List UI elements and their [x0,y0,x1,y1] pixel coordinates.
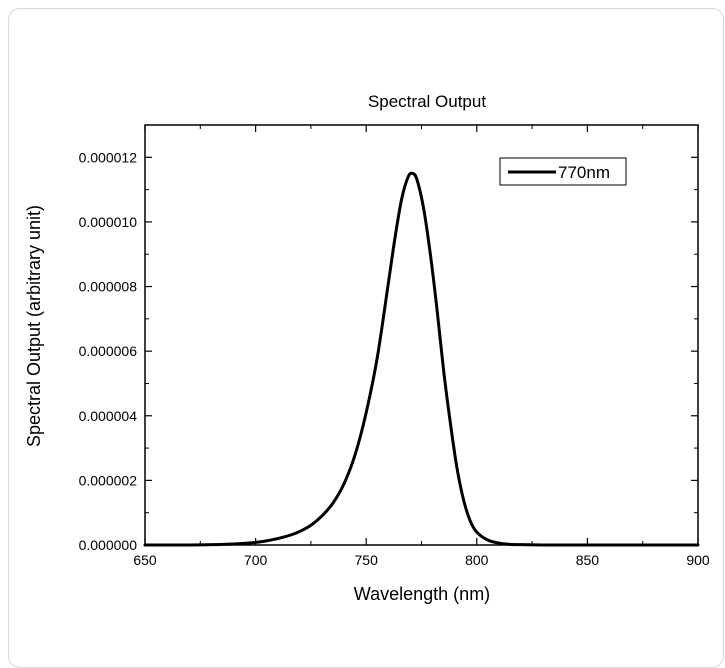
spectral-output-chart: Spectral Output 650 700 750 800 850 900 0.000… [24,92,710,604]
x-axis-label: Wavelength (nm) [354,584,490,604]
y-tick-label: 0.000012 [79,149,138,165]
y-tick-label: 0.000010 [79,214,138,230]
y-tick-label: 0.000000 [79,537,138,553]
y-tick-label: 0.000004 [79,408,138,424]
x-axis: 650 700 750 800 850 900 [133,125,710,568]
y-axis-label: Spectral Output (arbitrary unit) [24,205,44,447]
x-tick-label: 650 [133,552,157,568]
series-line-770nm [143,171,700,547]
plot-area-frame [144,124,699,546]
y-axis: 0.000000 0.000002 0.000004 0.000006 0.000008… [79,149,698,553]
x-tick-label: 750 [355,552,379,568]
y-tick-label: 0.000008 [79,279,138,295]
x-tick-label: 900 [686,552,710,568]
y-tick-label: 0.000006 [79,343,138,359]
x-tick-label: 700 [244,552,268,568]
y-tick-label: 0.000002 [79,472,138,488]
x-tick-label: 850 [576,552,600,568]
chart-card [8,8,724,668]
x-tick-label: 800 [465,552,489,568]
chart-title: Spectral Output [368,92,486,111]
legend-label-770nm: 770nm [558,163,610,182]
legend: 770nm [499,157,627,186]
